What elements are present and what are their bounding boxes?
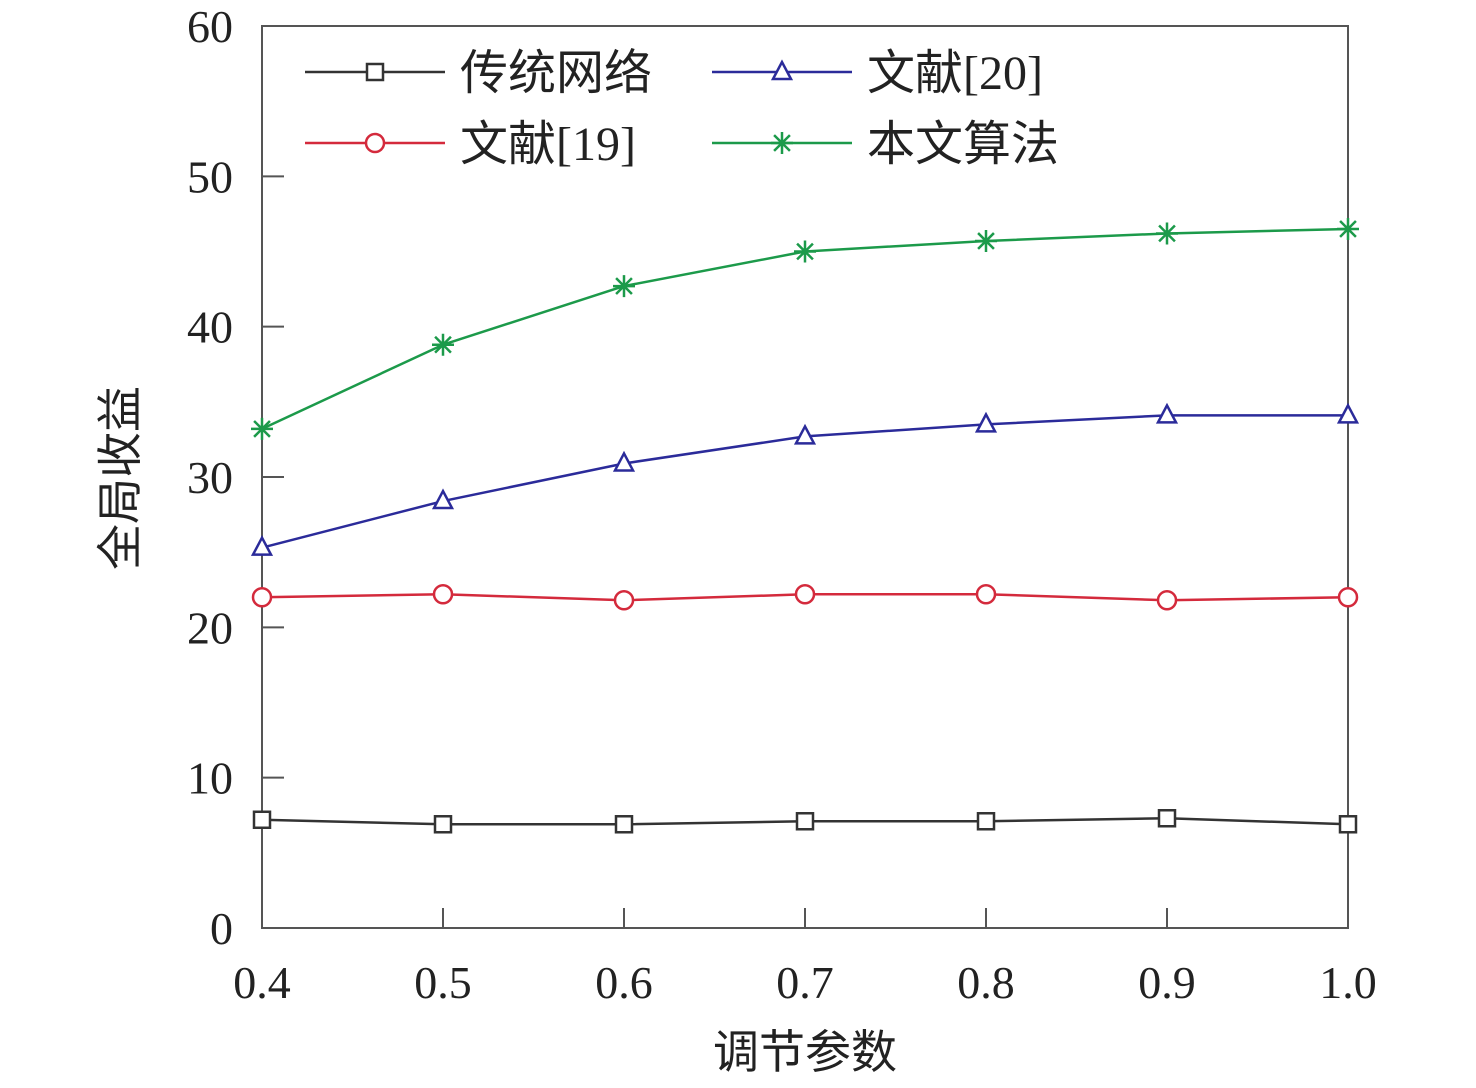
legend-label: 传统网络 xyxy=(460,47,652,100)
data-point xyxy=(613,590,635,611)
legend-entry: 文献[20] xyxy=(712,47,1043,100)
y-axis-label: 全局收益 xyxy=(95,386,146,570)
data-point xyxy=(612,450,636,472)
data-point xyxy=(433,815,453,834)
data-point xyxy=(793,423,817,445)
x-axis: 0.4 0.5 0.6 0.7 0.8 0.9 1.0 xyxy=(233,908,1377,1008)
data-point xyxy=(432,584,454,605)
series-0 xyxy=(252,809,1358,834)
y-tick-label: 60 xyxy=(187,1,233,52)
data-point xyxy=(432,333,454,356)
x-tick-label: 0.6 xyxy=(595,957,653,1008)
legend: 传统网络 文献[20] 文献[19] 本文算法 xyxy=(305,47,1059,171)
legend-entry: 本文算法 xyxy=(712,118,1059,171)
y-tick-label: 40 xyxy=(187,302,233,353)
legend-entry: 传统网络 xyxy=(305,47,652,100)
legend-marker xyxy=(364,132,386,154)
legend-label: 文献[19] xyxy=(460,118,636,171)
data-point xyxy=(976,812,996,831)
y-tick-label: 0 xyxy=(210,903,233,954)
y-tick-label: 10 xyxy=(187,753,233,804)
data-point xyxy=(614,815,634,834)
data-point xyxy=(1156,590,1178,611)
x-tick-label: 0.5 xyxy=(414,957,472,1008)
data-point xyxy=(1337,587,1359,608)
data-point xyxy=(975,584,997,605)
x-tick-label: 1.0 xyxy=(1319,957,1377,1008)
data-point xyxy=(794,584,816,605)
data-point xyxy=(250,534,274,556)
x-tick-label: 0.9 xyxy=(1138,957,1196,1008)
legend-marker xyxy=(771,132,793,154)
data-point xyxy=(1337,217,1359,240)
series-layer xyxy=(250,217,1360,834)
data-point xyxy=(431,488,455,510)
plot-frame xyxy=(261,25,1349,929)
data-point xyxy=(1338,815,1358,834)
data-point xyxy=(974,411,998,433)
y-tick-label: 50 xyxy=(187,151,233,202)
data-point xyxy=(251,587,273,608)
legend-label: 本文算法 xyxy=(867,118,1059,171)
series-1 xyxy=(250,402,1360,556)
y-axis: 0 10 20 30 40 50 60 xyxy=(187,1,284,954)
series-3 xyxy=(251,217,1359,440)
data-point xyxy=(794,240,816,263)
data-point xyxy=(613,275,635,298)
y-tick-label: 20 xyxy=(187,602,233,653)
legend-label: 文献[20] xyxy=(867,47,1043,100)
data-point xyxy=(795,812,815,831)
data-point xyxy=(1157,809,1177,828)
data-point xyxy=(251,417,273,440)
x-tick-label: 0.8 xyxy=(957,957,1015,1008)
data-point xyxy=(1336,402,1360,424)
x-tick-label: 0.4 xyxy=(233,957,291,1008)
series-2 xyxy=(251,584,1359,611)
legend-entry: 文献[19] xyxy=(305,118,636,171)
data-point xyxy=(252,810,272,830)
legend-marker xyxy=(365,62,385,82)
y-tick-label: 30 xyxy=(187,452,233,503)
legend-marker xyxy=(770,59,794,81)
x-axis-label: 调节参数 xyxy=(713,1027,897,1078)
data-point xyxy=(1155,402,1179,424)
data-point xyxy=(975,229,997,252)
data-point xyxy=(1156,222,1178,245)
x-tick-label: 0.7 xyxy=(776,957,834,1008)
